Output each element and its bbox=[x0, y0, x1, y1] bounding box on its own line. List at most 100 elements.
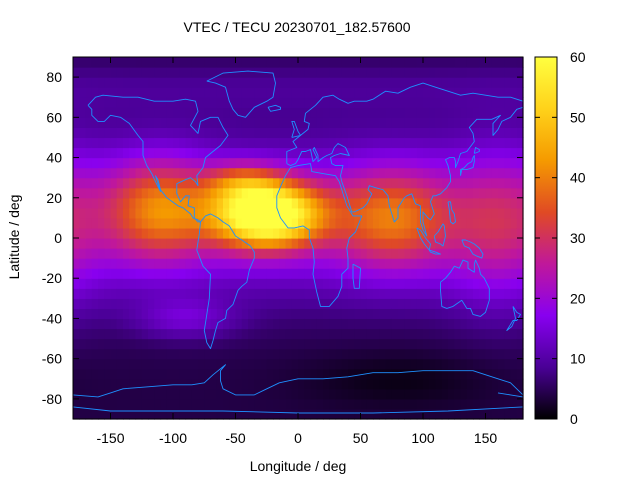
heatmap-cell bbox=[435, 147, 443, 159]
heatmap-cell bbox=[304, 217, 312, 229]
heatmap-cell bbox=[266, 408, 274, 420]
heatmap-cell bbox=[98, 238, 105, 249]
heatmap-cell bbox=[216, 177, 224, 189]
heatmap-cell bbox=[441, 398, 449, 410]
heatmap-cell bbox=[260, 177, 268, 189]
heatmap-cell bbox=[341, 298, 349, 309]
heatmap-cell bbox=[516, 378, 524, 390]
heatmap-cell bbox=[179, 268, 187, 279]
heatmap-cell bbox=[141, 197, 149, 209]
heatmap-cell bbox=[129, 398, 137, 410]
heatmap-cell bbox=[110, 167, 118, 179]
heatmap-cell bbox=[273, 258, 280, 269]
heatmap-cell bbox=[354, 378, 362, 390]
heatmap-cell bbox=[260, 358, 268, 370]
heatmap-cell bbox=[516, 87, 524, 98]
heatmap-cell bbox=[260, 318, 268, 330]
heatmap-cell bbox=[204, 258, 212, 269]
heatmap-cell bbox=[385, 207, 393, 219]
heatmap-cell bbox=[254, 248, 262, 259]
heatmap-cell bbox=[391, 348, 399, 360]
heatmap-cell bbox=[260, 388, 268, 400]
heatmap-cell bbox=[435, 348, 443, 360]
heatmap-cell bbox=[229, 338, 237, 350]
heatmap-cell bbox=[279, 408, 287, 420]
heatmap-cell bbox=[204, 77, 212, 88]
heatmap-cell bbox=[360, 288, 368, 299]
heatmap-cell bbox=[129, 248, 137, 259]
heatmap-cell bbox=[173, 248, 180, 259]
heatmap-cell bbox=[198, 157, 205, 169]
heatmap-cell bbox=[360, 197, 368, 209]
heatmap-cell bbox=[179, 217, 187, 229]
heatmap-cell bbox=[404, 298, 412, 309]
heatmap-cell bbox=[448, 398, 455, 410]
heatmap-cell bbox=[104, 217, 112, 229]
heatmap-cell bbox=[385, 308, 393, 320]
heatmap-cell bbox=[348, 227, 355, 239]
heatmap-cell bbox=[298, 207, 305, 219]
heatmap-cell bbox=[291, 378, 299, 390]
heatmap-cell bbox=[304, 177, 312, 189]
heatmap-cell bbox=[241, 157, 249, 169]
heatmap-cell bbox=[516, 167, 524, 179]
heatmap-cell bbox=[323, 197, 330, 209]
heatmap-cell bbox=[479, 308, 487, 320]
heatmap-cell bbox=[423, 147, 430, 159]
heatmap-cell bbox=[166, 288, 174, 299]
heatmap-cell bbox=[123, 67, 130, 78]
heatmap-cell bbox=[73, 57, 80, 68]
heatmap-cell bbox=[316, 197, 324, 209]
heatmap-cell bbox=[223, 57, 230, 68]
heatmap-cell bbox=[310, 147, 318, 159]
heatmap-cell bbox=[404, 227, 412, 239]
heatmap-cell bbox=[166, 227, 174, 239]
heatmap-cell bbox=[241, 288, 249, 299]
heatmap-cell bbox=[391, 67, 399, 78]
heatmap-cell bbox=[416, 187, 424, 199]
heatmap-cell bbox=[154, 197, 162, 209]
heatmap-cell bbox=[135, 197, 143, 209]
heatmap-cell bbox=[191, 308, 199, 320]
heatmap-cell bbox=[85, 358, 93, 370]
heatmap-cell bbox=[173, 298, 180, 309]
heatmap-cell bbox=[135, 167, 143, 179]
heatmap-cell bbox=[435, 278, 443, 289]
heatmap-cell bbox=[348, 398, 355, 410]
heatmap-cell bbox=[241, 258, 249, 269]
heatmap-cell bbox=[498, 268, 505, 279]
heatmap-cell bbox=[116, 378, 124, 390]
heatmap-cell bbox=[85, 117, 93, 128]
heatmap-cell bbox=[416, 167, 424, 179]
heatmap-cell bbox=[235, 278, 243, 289]
heatmap-cell bbox=[441, 278, 449, 289]
heatmap-cell bbox=[385, 378, 393, 390]
heatmap-cell bbox=[266, 157, 274, 169]
heatmap-cell bbox=[504, 207, 512, 219]
heatmap-cell bbox=[460, 378, 468, 390]
heatmap-cell bbox=[279, 308, 287, 320]
heatmap-cell bbox=[360, 298, 368, 309]
heatmap-cell bbox=[491, 197, 499, 209]
heatmap-cell bbox=[91, 127, 99, 139]
heatmap-cell bbox=[285, 338, 293, 350]
heatmap-cell bbox=[254, 278, 262, 289]
heatmap-cell bbox=[404, 308, 412, 320]
heatmap-cell bbox=[129, 378, 137, 390]
coastline bbox=[497, 392, 524, 398]
heatmap-cell bbox=[229, 298, 237, 309]
heatmap-cell bbox=[323, 77, 330, 88]
heatmap-cell bbox=[98, 97, 105, 108]
heatmap-cell bbox=[154, 238, 162, 249]
heatmap-cell bbox=[510, 378, 518, 390]
heatmap-cell bbox=[298, 348, 305, 360]
heatmap-cell bbox=[310, 207, 318, 219]
heatmap-cell bbox=[398, 107, 405, 118]
heatmap-cell bbox=[98, 77, 105, 88]
heatmap-cell bbox=[173, 388, 180, 400]
heatmap-cell bbox=[135, 408, 143, 420]
heatmap-cell bbox=[316, 77, 324, 88]
heatmap-cell bbox=[123, 408, 130, 420]
heatmap-cell bbox=[441, 137, 449, 149]
heatmap-cell bbox=[260, 77, 268, 88]
